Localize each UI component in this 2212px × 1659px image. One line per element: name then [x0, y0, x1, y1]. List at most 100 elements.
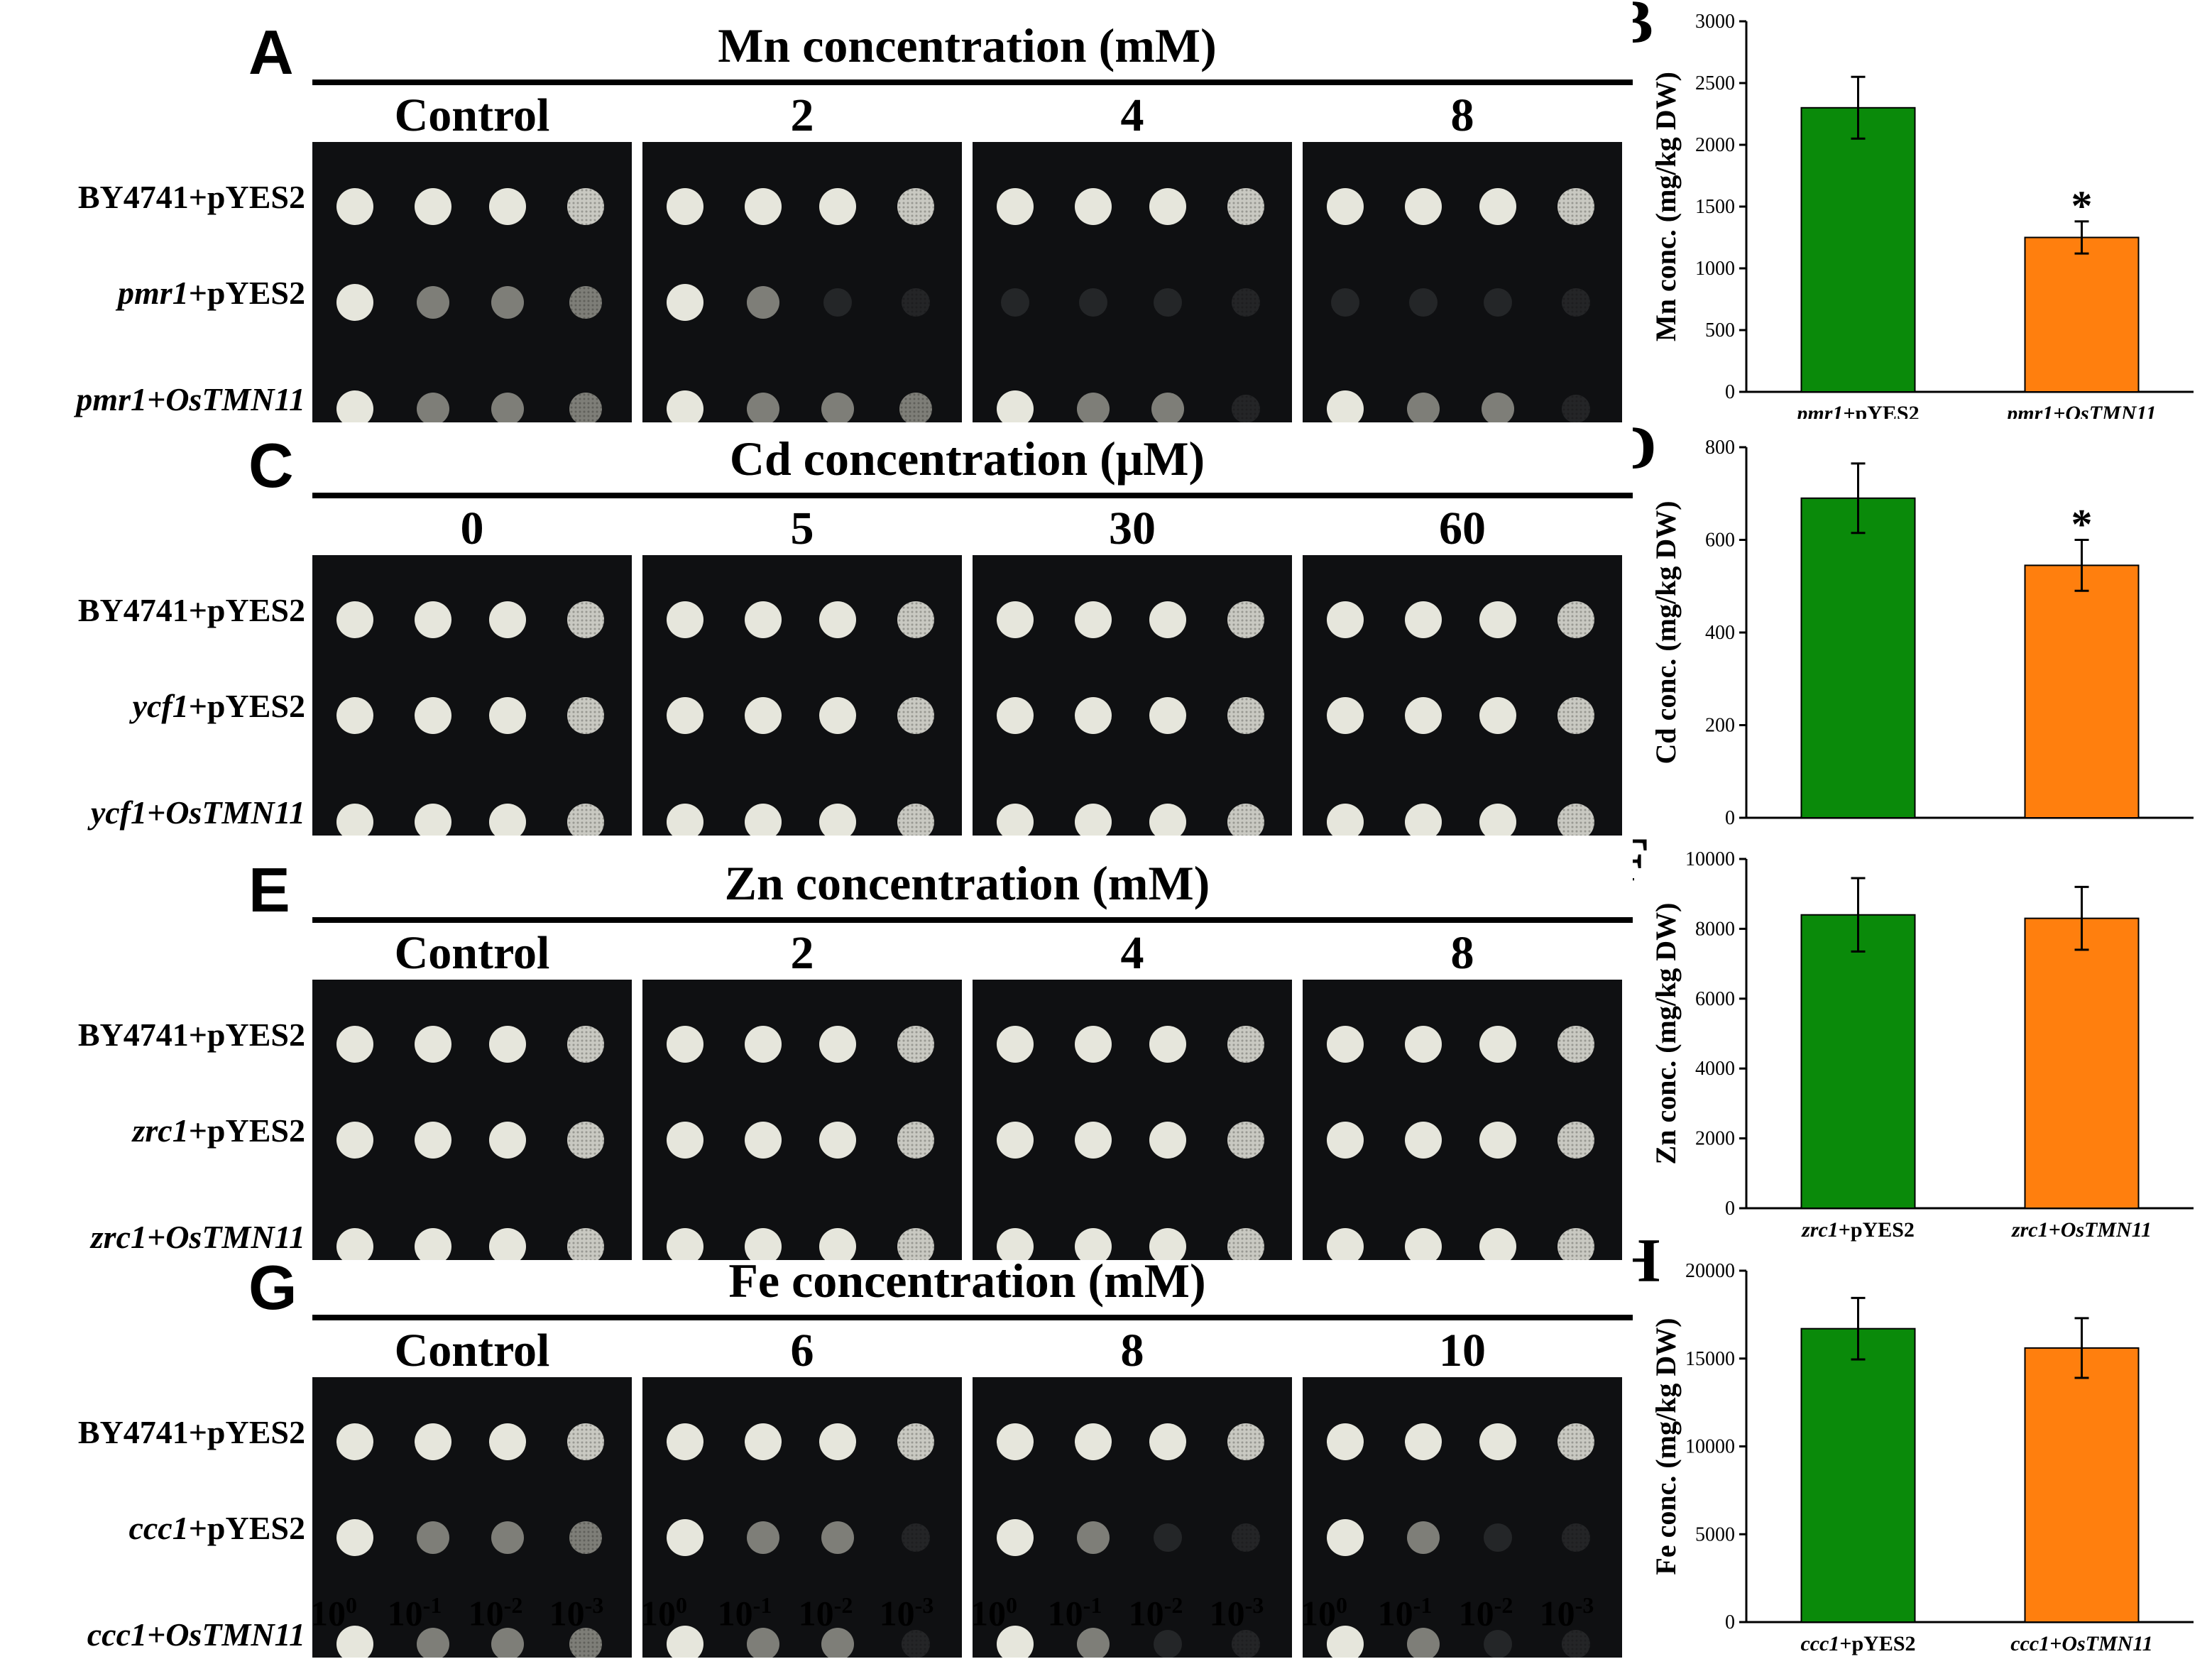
colony-spot	[491, 393, 524, 422]
dilution-base: 10	[1128, 1593, 1164, 1633]
strain-name-italic: zrc1+OsTMN11	[90, 1219, 305, 1255]
dilution-exponent: 0	[1006, 1592, 1017, 1618]
agar-plate	[1303, 555, 1622, 836]
colony-spot	[667, 697, 703, 734]
dilution-exponent: -2	[1494, 1592, 1513, 1618]
strain-name: BY4741	[77, 179, 189, 215]
dilution-exponent: -1	[422, 1592, 442, 1618]
colony-spot	[1149, 1423, 1186, 1460]
strain-label: BY4741+pYES2	[0, 594, 305, 627]
dilution-base: 10	[798, 1593, 834, 1633]
colony-spot	[1327, 188, 1364, 225]
agar-plate	[642, 1377, 962, 1658]
colony-spot	[821, 1521, 854, 1554]
agar-plate	[973, 555, 1292, 836]
colony-spot	[336, 804, 373, 836]
colony-spot	[902, 1630, 930, 1658]
colony-spot	[1232, 395, 1260, 422]
colony-spot	[1479, 1228, 1516, 1260]
colony-spot	[1077, 1628, 1110, 1658]
dilution-exponent: -2	[1164, 1592, 1183, 1618]
strain-name-italic: zrc1	[132, 1112, 189, 1149]
dilution-base: 10	[1458, 1593, 1494, 1633]
dilution-label: 10-2	[1115, 1594, 1197, 1631]
colony-spot	[567, 1228, 604, 1260]
x-category-label: ycf1+OsTMN11	[2010, 828, 2152, 831]
colony-spot	[336, 1228, 373, 1260]
colony-spot	[1075, 1423, 1112, 1460]
dilution-base: 10	[1539, 1593, 1575, 1633]
colony-spot	[667, 1519, 703, 1556]
colony-spot	[569, 1521, 602, 1554]
colony-spot	[997, 1519, 1034, 1556]
strain-name-italic: pmr1+OsTMN11	[76, 381, 305, 417]
dilution-exponent: -3	[1575, 1592, 1594, 1618]
dilution-exponent: -3	[1244, 1592, 1264, 1618]
dilution-label: 10-1	[1034, 1594, 1116, 1631]
colony-spot	[1327, 1423, 1364, 1460]
bar	[1800, 1327, 1916, 1624]
column-label: 6	[790, 1325, 814, 1376]
dilution-exponent: -3	[584, 1592, 604, 1618]
colony-spot	[1407, 1521, 1440, 1554]
bar-chart: F 0 2000 4000 6000 8000 10000 Zn conc. (mg/kg D…	[1633, 838, 2194, 1242]
colony-spot	[569, 1628, 602, 1658]
y-tick-label: 6000	[1695, 988, 1735, 1010]
colony-spot	[1562, 288, 1590, 317]
column-label: Control	[394, 89, 550, 141]
dilution-exponent: 0	[676, 1592, 687, 1618]
y-tick-label: 8000	[1695, 918, 1735, 940]
y-tick-label: 2000	[1695, 1128, 1735, 1150]
column-label: 8	[1120, 1325, 1144, 1376]
category-italic-part: pmr1+OsTMN11	[2005, 402, 2156, 419]
dilution-base: 10	[1209, 1593, 1245, 1633]
colony-spot	[1227, 697, 1264, 734]
colony-spot	[1479, 1026, 1516, 1063]
colony-spot	[819, 1122, 856, 1159]
colony-spot	[1331, 288, 1359, 317]
dilution-base: 10	[1377, 1593, 1413, 1633]
colony-spot	[1405, 188, 1442, 225]
colony-spot	[997, 1228, 1034, 1260]
colony-spot	[821, 393, 854, 422]
colony-spot	[336, 390, 373, 422]
colony-spot	[1001, 288, 1029, 317]
strain-name: BY4741	[77, 1414, 189, 1450]
y-tick-label: 4000	[1695, 1058, 1735, 1080]
colony-spot	[1077, 1521, 1110, 1554]
colony-spot	[1557, 697, 1594, 734]
colony-spot	[902, 1523, 930, 1552]
colony-spot	[1484, 1630, 1512, 1658]
colony-spot	[1405, 697, 1442, 734]
colony-spot	[1151, 393, 1184, 422]
colony-spot	[745, 697, 782, 734]
y-tick-label: 10000	[1685, 848, 1735, 870]
colony-spot	[1227, 1026, 1264, 1063]
colony-spot	[667, 390, 703, 422]
category-italic-part: ycf1+OsTMN11	[2010, 828, 2152, 831]
colony-spot	[897, 1423, 934, 1460]
colony-spot	[1075, 1228, 1112, 1260]
column-label: Control	[394, 1325, 550, 1376]
x-category-label: pmr1+OsTMN11	[2005, 402, 2156, 419]
column-label: 0	[460, 503, 484, 554]
colony-spot	[897, 1122, 934, 1159]
strain-name-italic: pmr1	[118, 275, 189, 311]
colony-spot	[747, 1521, 779, 1554]
colony-spot	[1405, 1423, 1442, 1460]
colony-spot	[415, 601, 451, 638]
colony-spot	[491, 286, 524, 319]
colony-spot	[1562, 1630, 1590, 1658]
agar-plate	[312, 555, 632, 836]
colony-spot	[1075, 1026, 1112, 1063]
agar-plate	[1303, 1377, 1622, 1658]
agar-plate	[642, 142, 962, 422]
colony-spot	[415, 188, 451, 225]
column-label: 10	[1439, 1325, 1486, 1376]
colony-spot	[1149, 601, 1186, 638]
colony-spot	[1409, 288, 1438, 317]
colony-spot	[1327, 1626, 1364, 1658]
dilution-label: 10-3	[1195, 1594, 1278, 1631]
colony-spot	[745, 1228, 782, 1260]
colony-spot	[667, 601, 703, 638]
